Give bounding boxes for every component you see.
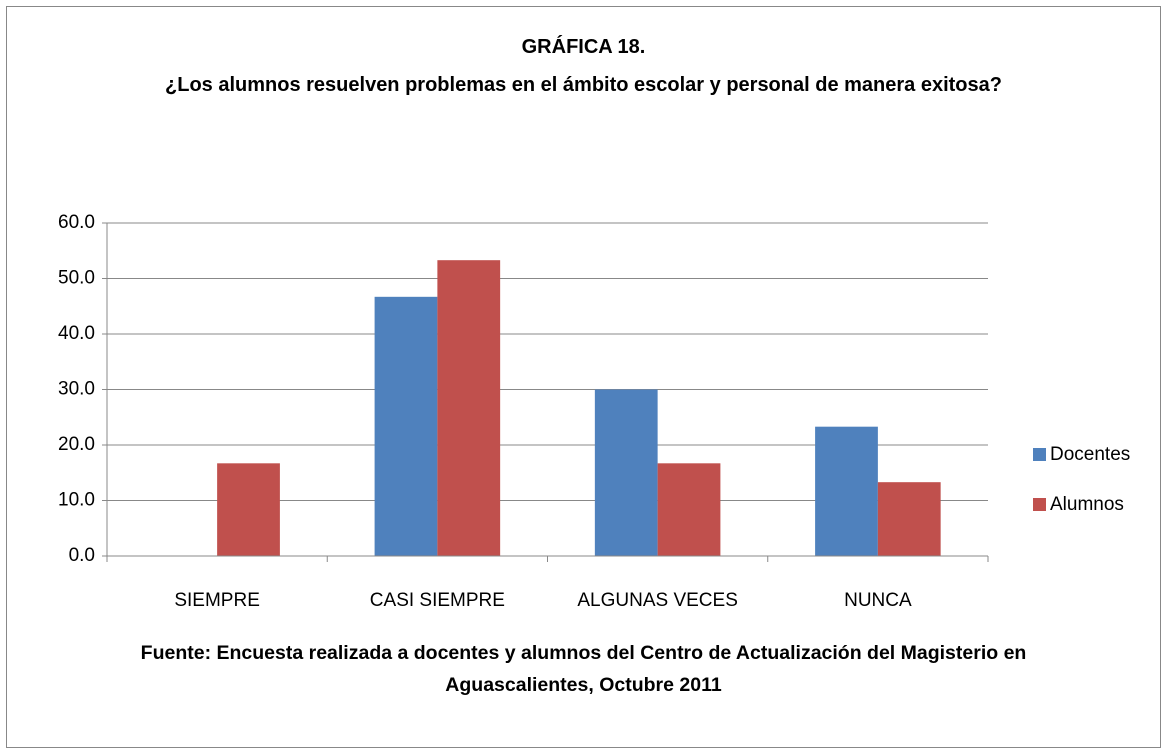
bar <box>217 463 280 556</box>
x-tick-label: CASI SIEMPRE <box>370 590 505 611</box>
bar <box>657 463 721 556</box>
x-tick-label: SIEMPRE <box>174 590 260 611</box>
chart-subtitle: ¿Los alumnos resuelven problemas en el á… <box>165 74 1002 96</box>
y-tick-label: 50.0 <box>58 268 95 289</box>
chart-frame <box>6 6 1161 748</box>
y-tick-label: 60.0 <box>58 212 95 233</box>
x-tick-label: NUNCA <box>844 590 912 611</box>
legend-label: Docentes <box>1050 444 1130 465</box>
legend-swatch <box>1033 448 1046 461</box>
chart-source: Fuente: Encuesta realizada a docentes y … <box>140 642 1027 696</box>
y-tick-label: 40.0 <box>58 323 95 344</box>
x-tick-label: ALGUNAS VECES <box>577 590 738 611</box>
legend-label: Alumnos <box>1050 494 1124 515</box>
y-tick-label: 10.0 <box>58 490 95 511</box>
bar <box>374 296 438 556</box>
y-tick-label: 30.0 <box>58 379 95 400</box>
y-tick-label: 0.0 <box>69 545 95 566</box>
bar <box>437 260 501 556</box>
bar <box>594 389 658 556</box>
legend-swatch <box>1033 498 1046 511</box>
bar <box>815 426 878 556</box>
bar <box>877 482 941 556</box>
chart-title: GRÁFICA 18. <box>521 36 646 58</box>
y-tick-label: 20.0 <box>58 434 95 455</box>
